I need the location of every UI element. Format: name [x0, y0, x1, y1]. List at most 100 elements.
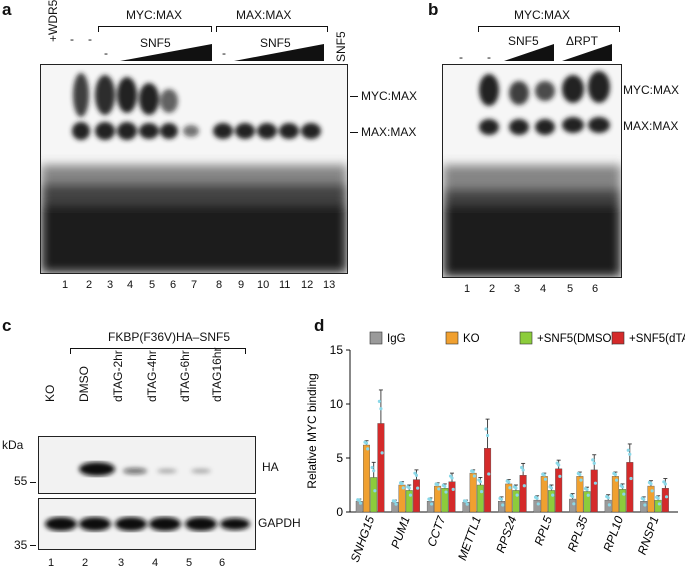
- bar: [547, 490, 555, 513]
- marker-35: 35: [14, 538, 28, 552]
- data-point: [464, 499, 468, 503]
- emsa-gel-a: [40, 64, 348, 274]
- data-point: [536, 502, 540, 506]
- data-point: [607, 503, 611, 507]
- y-tick-label: 0: [336, 505, 343, 519]
- data-point: [508, 486, 512, 490]
- bar: [476, 484, 484, 513]
- lane-label: dTAG-4hr: [145, 350, 159, 402]
- blot-bands: [45, 517, 250, 531]
- data-point: [626, 448, 630, 452]
- data-point: [408, 493, 413, 497]
- minus-sign: -: [88, 32, 92, 46]
- category-label: PUM1: [388, 514, 413, 550]
- western-blot-gapdh: [38, 498, 256, 550]
- bar: [512, 490, 520, 513]
- legend-swatch: [445, 331, 459, 345]
- lane-number: 4: [152, 557, 159, 569]
- blot-bands: [79, 462, 211, 476]
- y-tick-label: 5: [336, 451, 343, 465]
- snf5-label: SNF5: [140, 36, 171, 50]
- data-point: [484, 427, 488, 431]
- category-label: RPL35: [565, 514, 591, 554]
- data-point: [593, 481, 598, 485]
- western-blot-ha: [38, 436, 256, 494]
- data-point: [613, 472, 617, 477]
- lane-number: 5: [567, 283, 574, 295]
- group-bracket: [98, 26, 212, 32]
- snf5-label: SNF5: [260, 36, 291, 50]
- band-tick: [350, 96, 358, 97]
- data-point: [358, 501, 363, 505]
- data-point: [642, 497, 646, 501]
- data-point: [366, 447, 370, 451]
- data-point: [416, 486, 420, 490]
- data-point: [357, 498, 361, 502]
- bar: [412, 479, 420, 513]
- bar: [576, 476, 584, 513]
- emsa-gel-b: [442, 64, 622, 278]
- data-point: [515, 493, 519, 497]
- group-bracket: [216, 26, 328, 32]
- group-label-max-max: MAX:MAX: [236, 8, 292, 22]
- data-point: [620, 485, 625, 489]
- data-point: [379, 407, 383, 411]
- data-point: [501, 503, 505, 507]
- data-point: [414, 473, 419, 477]
- lane-number: 1: [48, 557, 55, 569]
- bar: [626, 462, 634, 513]
- panel-c-label: c: [2, 316, 12, 335]
- lane-number: 6: [170, 279, 177, 291]
- bar: [363, 444, 371, 513]
- lane-number: 4: [127, 279, 134, 291]
- minus-sign: -: [487, 50, 491, 64]
- data-point: [451, 487, 455, 491]
- lane-number: 12: [301, 279, 314, 291]
- data-point: [649, 482, 653, 486]
- lane-header-snf5: SNF5: [334, 31, 348, 62]
- legend-swatch: [519, 331, 533, 345]
- bar: [498, 500, 506, 513]
- band-tick: [350, 132, 358, 133]
- data-point: [436, 483, 440, 487]
- category-label: CCT7: [424, 513, 448, 548]
- minus-sign: -: [222, 46, 226, 60]
- category-label: SNHG15: [348, 514, 378, 564]
- lane-number: 9: [238, 279, 245, 291]
- data-point: [487, 472, 491, 476]
- lane-number: 2: [86, 279, 93, 291]
- minus-sign: -: [104, 46, 108, 60]
- data-point: [657, 502, 661, 506]
- data-point: [400, 481, 404, 486]
- data-point: [407, 486, 411, 490]
- data-point: [393, 499, 397, 503]
- lane-number: 7: [191, 279, 198, 291]
- data-point: [643, 503, 647, 507]
- snf5-label: SNF5: [508, 34, 539, 48]
- gel-bands: [443, 71, 621, 277]
- data-point: [557, 463, 561, 467]
- bar: [619, 489, 627, 513]
- panel-b-label: b: [428, 0, 439, 19]
- data-point: [606, 496, 610, 500]
- group-bracket: [478, 26, 620, 32]
- legend-label: KO: [463, 333, 480, 345]
- concentration-wedge: [562, 44, 612, 61]
- lane-number: 1: [62, 279, 69, 291]
- category-label: RPL5: [532, 514, 556, 547]
- data-point: [471, 470, 475, 474]
- data-point: [499, 497, 504, 501]
- data-point: [443, 484, 447, 488]
- bar: [484, 448, 492, 513]
- bar: [377, 423, 385, 513]
- band-label-myc-max: MYC:MAX: [623, 83, 680, 97]
- concentration-wedge: [234, 44, 324, 61]
- category-label: RPS24: [493, 514, 519, 555]
- concentration-wedge: [504, 44, 554, 61]
- data-point: [401, 486, 405, 490]
- data-point: [572, 502, 576, 506]
- data-point: [650, 489, 654, 493]
- lane-number: 2: [82, 557, 89, 569]
- bar: [604, 499, 612, 513]
- bar: [590, 469, 598, 513]
